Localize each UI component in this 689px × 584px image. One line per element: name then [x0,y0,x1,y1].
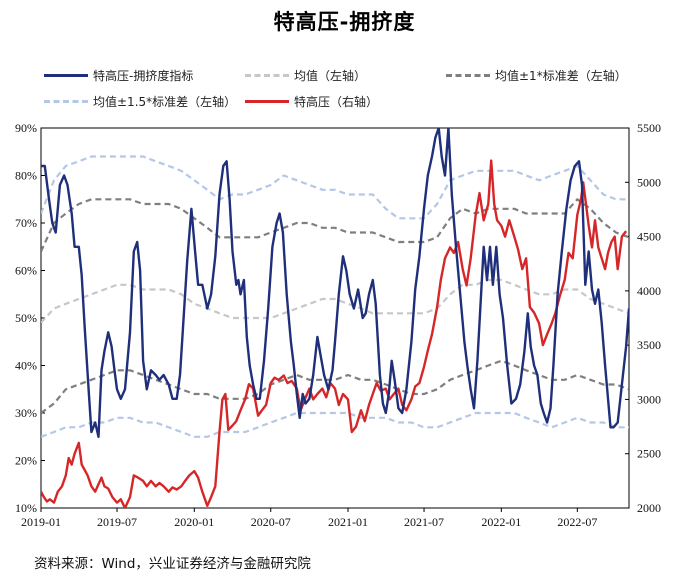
y-right-tick-label: 3000 [637,392,661,406]
y-right-tick-label: 4500 [637,230,661,244]
y-left-tick-label: 90% [15,121,37,135]
y-right-tick-label: 2000 [637,501,661,515]
y-right-tick-label: 5000 [637,175,661,189]
legend-swatch-crowding [44,74,88,77]
series-line-std15-upper [41,155,629,220]
y-left-tick-label: 80% [15,169,37,183]
x-tick-label: 2020-07 [251,515,291,529]
legend-swatch-mean [245,74,289,77]
legend-item-crowding: 特高压-拥挤度指标 [44,67,193,84]
y-left-tick-label: 50% [15,311,37,325]
axes: 10% 20% 30% 40% 50% 60% 70% 80% 90% 2000 2500 3000 3… [15,121,661,529]
legend-label-mean: 均值（左轴） [294,69,367,83]
legend-swatch-price [245,100,289,103]
series-line-std15-lower [41,411,629,438]
series-layer [41,128,629,508]
series-line-std1-lower [41,359,629,414]
legend-label-price: 特高压（右轴） [294,95,379,109]
legend-item-price: 特高压（右轴） [245,93,378,110]
legend-item-std15: 均值±1.5*标准差（左轴） [44,93,236,110]
y-left-tick-label: 10% [15,501,37,515]
y-left-tick-label: 70% [15,216,37,230]
legend-label-std15: 均值±1.5*标准差（左轴） [93,95,237,109]
series-line-std1-upper [41,198,629,252]
series-line-price [41,159,628,508]
legend-item-std1: 均值±1*标准差（左轴） [446,67,627,84]
source-note: 资料来源：Wind，兴业证券经济与金融研究院 [34,556,311,572]
y-left-tick-label: 40% [15,359,37,373]
legend-swatch-std1 [446,74,490,77]
y-right-tick-label: 2500 [637,447,661,461]
y-left-tick-label: 60% [15,264,37,278]
x-tick-label: 2022-07 [557,515,597,529]
y-left-tick-label: 20% [15,454,37,468]
x-tick-label: 2022-01 [481,515,521,529]
x-tick-label: 2021-01 [328,515,368,529]
y-left-tick-label: 30% [15,406,37,420]
x-tick-label: 2019-01 [21,515,61,529]
legend-swatch-std15 [44,100,88,103]
legend-label-crowding: 特高压-拥挤度指标 [93,69,194,83]
x-tick-label: 2021-07 [404,515,444,529]
chart-title: 特高压-拥挤度 [273,10,416,34]
y-right-tick-label: 4000 [637,284,661,298]
legend-label-std1: 均值±1*标准差（左轴） [495,69,627,83]
x-tick-label: 2020-01 [174,515,214,529]
x-tick-label: 2019-07 [97,515,137,529]
series-line-mean [41,278,629,324]
legend-item-mean: 均值（左轴） [245,67,366,84]
plot-frame [40,127,630,509]
y-right-tick-label: 3500 [637,338,661,352]
y-right-tick-label: 5500 [637,121,661,135]
series-line-crowding [41,128,629,438]
